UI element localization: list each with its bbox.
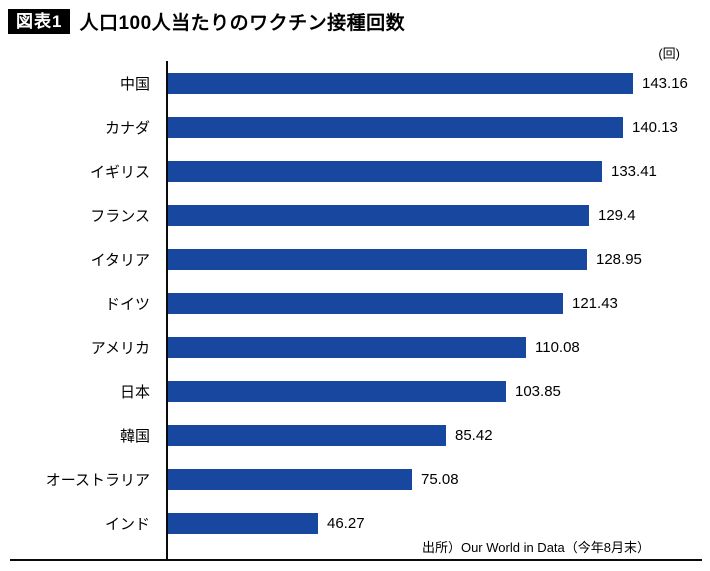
bar — [168, 468, 412, 490]
category-label: 日本 — [119, 383, 150, 401]
value-label: 128.95 — [596, 250, 642, 268]
unit-label: (回) — [658, 46, 680, 61]
bar-row: ドイツ 121.43 — [10, 281, 702, 325]
bar-row: 日本 103.85 — [10, 369, 702, 413]
bar-row: フランス 129.4 — [10, 193, 702, 237]
category-label: カナダ — [104, 119, 150, 137]
value-label: 103.85 — [515, 382, 561, 400]
bar — [168, 336, 526, 358]
bar-track: 128.95 — [166, 237, 702, 281]
value-label: 133.41 — [611, 162, 657, 180]
chart-title: 人口100人当たりのワクチン接種回数 — [79, 13, 406, 34]
bar-row: オーストラリア 75.08 — [10, 457, 702, 501]
bar-track: 140.13 — [166, 105, 702, 149]
bar-row: カナダ 140.13 — [10, 105, 702, 149]
chart-header: 図表1 人口100人当たりのワクチン接種回数 — [0, 0, 710, 35]
bar-track: 46.27 — [166, 501, 702, 545]
category-label: インド — [104, 515, 150, 533]
bar-row: インド 46.27 — [10, 501, 702, 545]
category-label: 中国 — [119, 75, 150, 93]
bar — [168, 116, 623, 138]
category-label: 韓国 — [119, 427, 150, 445]
bar-row: アメリカ 110.08 — [10, 325, 702, 369]
bar-chart: 中国 143.16 カナダ 140.13 イギリス 133.41 フランス 129.4 イタリア… — [10, 61, 702, 561]
bar — [168, 72, 633, 94]
bar — [168, 292, 563, 314]
category-label: オーストラリア — [45, 471, 150, 489]
bar — [168, 204, 589, 226]
bar-track: 75.08 — [166, 457, 702, 501]
value-label: 140.13 — [632, 118, 678, 136]
value-label: 121.43 — [572, 294, 618, 312]
source-note: 出所）Our World in Data（今年8月末） — [421, 540, 650, 555]
value-label: 46.27 — [327, 514, 365, 532]
value-label: 110.08 — [535, 338, 580, 356]
category-label: ドイツ — [104, 295, 150, 313]
category-label: イギリス — [89, 163, 150, 181]
figure-badge: 図表1 — [8, 8, 71, 35]
bar — [168, 160, 602, 182]
bar — [168, 512, 318, 534]
bar-row: イギリス 133.41 — [10, 149, 702, 193]
bar — [168, 248, 587, 270]
bar-row: 韓国 85.42 — [10, 413, 702, 457]
bar-track: 110.08 — [166, 325, 702, 369]
category-label: フランス — [90, 207, 150, 225]
bar-track: 143.16 — [166, 61, 702, 105]
value-label: 85.42 — [455, 426, 493, 444]
bar — [168, 424, 446, 446]
value-label: 75.08 — [421, 470, 459, 488]
bar-track: 121.43 — [166, 281, 702, 325]
category-label: アメリカ — [90, 339, 150, 357]
y-axis-line — [166, 61, 168, 559]
category-label: イタリア — [90, 251, 150, 269]
bar-track: 133.41 — [166, 149, 702, 193]
bar-rows: 中国 143.16 カナダ 140.13 イギリス 133.41 フランス 129.4 イタリア… — [10, 61, 702, 545]
bar — [168, 380, 506, 402]
bar-row: イタリア 128.95 — [10, 237, 702, 281]
bar-track: 129.4 — [166, 193, 702, 237]
bar-row: 中国 143.16 — [10, 61, 702, 105]
bar-track: 103.85 — [166, 369, 702, 413]
bar-track: 85.42 — [166, 413, 702, 457]
value-label: 129.4 — [598, 206, 636, 224]
value-label: 143.16 — [642, 74, 688, 92]
